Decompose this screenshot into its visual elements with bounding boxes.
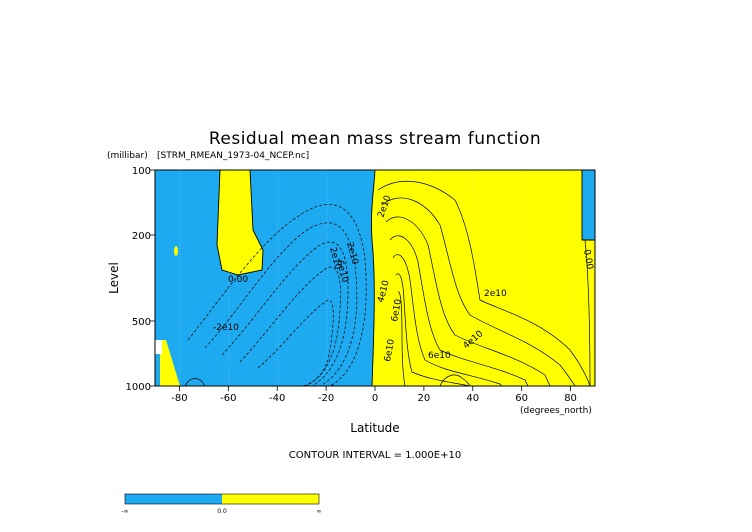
colorbar-frame	[124, 493, 320, 505]
x-tick-label: -40	[269, 393, 285, 404]
colorbar-negative	[125, 494, 222, 504]
colorbar-positive	[222, 494, 319, 504]
contour-label-neg2e10: -2e10	[213, 323, 239, 333]
colorbar-label-neg-inf: -∞	[121, 508, 128, 515]
positive-region	[371, 170, 595, 386]
plot-area	[155, 170, 595, 386]
y-axis-label: Level	[107, 262, 121, 294]
source-label: [STRM_RMEAN_1973-04_NCEP.nc]	[157, 151, 309, 161]
x-tick-label: 20	[418, 393, 431, 404]
colorbar: -∞ 0.0 ∞	[121, 493, 322, 515]
x-tick-label: 40	[466, 393, 479, 404]
x-tick-label: 0	[372, 393, 378, 404]
x-units-label: (degrees_north)	[520, 406, 592, 416]
y-units-label: (millibar)	[107, 151, 148, 161]
x-tick-label: -20	[318, 393, 334, 404]
small-positive-spot	[174, 246, 178, 256]
negative-contours	[187, 204, 367, 386]
x-axis-label: Latitude	[350, 421, 399, 435]
y-tick-label: 1000	[126, 382, 151, 393]
x-tick-label: 80	[564, 393, 577, 404]
chart-title: Residual mean mass stream function	[209, 129, 541, 149]
missing-data-patch	[155, 340, 162, 354]
y-axis: 100 200 500 1000	[126, 166, 155, 393]
x-axis: -80 -60 -40 -20 0 20 40 60 80	[171, 386, 577, 404]
colorbar-label-pos-inf: ∞	[317, 508, 322, 515]
contour-label-6e10-right: 6e10	[428, 351, 451, 361]
contour-label-6e10-left: 6e10	[390, 298, 404, 322]
grid-lines	[179, 170, 571, 386]
contour-label-zero-left: 0.00	[228, 275, 248, 285]
contour-label-zero-right: 0.00	[581, 249, 594, 271]
positive-region-upper-left	[217, 170, 263, 275]
positive-contours	[184, 180, 591, 386]
x-tick-label: 60	[515, 393, 528, 404]
contour-label-2e10-right: 2e10	[484, 289, 507, 299]
y-tick-label: 200	[132, 231, 151, 242]
y-tick-label: 100	[132, 166, 151, 177]
zero-contour	[216, 170, 595, 386]
colorbar-label-zero: 0.0	[217, 508, 227, 515]
x-tick-label: -60	[220, 393, 236, 404]
x-tick-label: -80	[171, 393, 187, 404]
contour-label-6e10-low: 6e10	[383, 338, 397, 362]
positive-region-lower-left	[160, 340, 180, 386]
y-tick-label: 500	[132, 317, 151, 328]
contour-interval-label: CONTOUR INTERVAL = 1.000E+10	[289, 450, 461, 461]
